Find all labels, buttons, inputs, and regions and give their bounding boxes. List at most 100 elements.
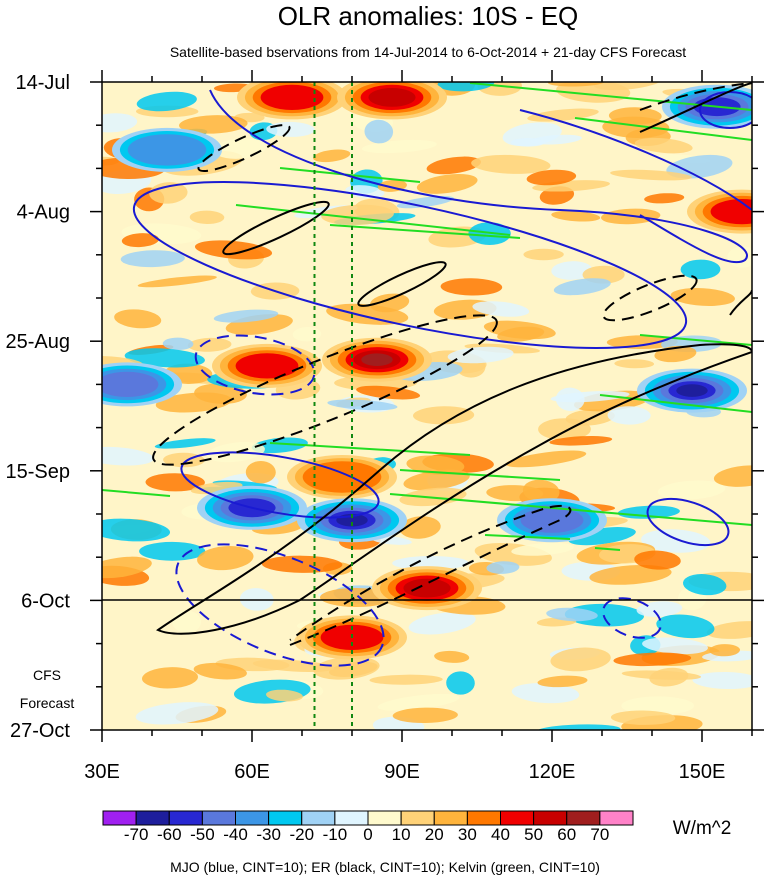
olr-anomaly-patch [522, 479, 560, 503]
olr-anomaly-patch [121, 233, 159, 248]
colorbar-swatch [533, 810, 568, 826]
colorbar-label: 60 [557, 825, 576, 844]
mjo-contours [132, 89, 752, 667]
olr-anomaly-patch [364, 119, 394, 144]
olr-anomaly-patch [392, 707, 458, 724]
y-tick-label: 25-Aug [6, 331, 71, 353]
olr-anomaly-patch [614, 359, 655, 369]
cold-anomaly-6 [102, 371, 159, 397]
olr-anomaly-patch [634, 137, 693, 154]
mjo-positive-contour [519, 109, 752, 211]
kelvin-contour [639, 334, 752, 346]
warm-anomaly-4 [361, 353, 393, 367]
olr-anomaly-patch [644, 193, 685, 204]
olr-anomaly-patch [526, 169, 577, 186]
y-tick-label: 4-Aug [17, 202, 70, 224]
olr-anomaly-patch [606, 335, 678, 350]
olr-anomaly-patch [313, 149, 351, 163]
olr-anomaly-patch [613, 652, 692, 667]
colorbar-swatch [201, 810, 237, 826]
olr-anomaly-patch [437, 82, 495, 92]
olr-anomaly-patch [396, 195, 454, 209]
olr-anomaly-patch [713, 465, 752, 487]
olr-anomaly-patch [511, 542, 574, 556]
olr-anomaly-patch [641, 529, 711, 553]
kelvin-contour [594, 547, 621, 551]
olr-anomaly-patch [377, 693, 460, 711]
x-tick-label: 60E [234, 761, 270, 783]
warm-anomaly-2 [368, 88, 416, 107]
olr-anomaly-patch [102, 518, 171, 542]
olr-anomaly-patch [114, 309, 162, 329]
olr-anomaly-patch [416, 173, 478, 194]
olr-anomaly-patch [657, 480, 726, 500]
olr-anomaly-patch [406, 455, 465, 475]
olr-anomaly-patch [551, 261, 593, 280]
er-negative-contour [222, 200, 330, 256]
mjo-positive-contour [602, 597, 662, 639]
kelvin-contour [235, 204, 511, 236]
x-tick-label: 90E [384, 761, 420, 783]
colorbar: -70 -60 -50 -40 -30 -20 -10 0 10 20 30 40 50 60 70 [102, 810, 634, 844]
olr-anomaly-patch [408, 612, 476, 635]
olr-anomaly-patch [120, 250, 185, 268]
olr-anomaly-patch [680, 259, 721, 280]
olr-anomaly-patch [149, 182, 188, 204]
colorbar-label: -30 [256, 825, 281, 844]
kelvin-contour [469, 82, 752, 111]
olr-anomaly-patch [546, 607, 598, 622]
olr-anomaly-patch [447, 346, 514, 364]
olr-anomaly-patch [709, 644, 740, 657]
x-tick-label: 120E [529, 761, 576, 783]
er-positive-contour [289, 504, 572, 646]
warm-anomaly-1 [260, 84, 324, 110]
olr-anomaly-patch [692, 671, 752, 690]
y-axis: 14-Jul 4-Aug 25-Aug 15-Sep 6-Oct 27-Oct [6, 72, 764, 742]
olr-anomaly-patch [706, 621, 752, 639]
olr-anomaly-patch [399, 516, 441, 539]
y-tick-label: 14-Jul [16, 72, 70, 94]
olr-anomaly-patch [670, 288, 735, 306]
olr-anomaly-patch [139, 541, 206, 561]
forecast-label-line1: CFS [33, 667, 61, 683]
y-tick-label: 15-Sep [6, 461, 71, 483]
cold-anomaly-5 [127, 134, 207, 166]
colorbar-swatch [500, 810, 535, 826]
olr-anomaly-patch [602, 116, 670, 139]
mjo-negative-contour [180, 451, 380, 519]
er-negative-contour [639, 82, 752, 133]
olr-anomaly-patch [634, 550, 681, 570]
olr-anomaly-patch [550, 390, 630, 403]
olr-anomaly-patch [369, 674, 443, 685]
warm-anomaly-3 [235, 353, 299, 379]
colorbar-label: -50 [190, 825, 215, 844]
kelvin-contour [574, 117, 752, 141]
kelvin-contour [329, 224, 521, 239]
olr-anomaly-patch [549, 436, 613, 446]
olr-anomaly-patch [511, 683, 580, 704]
y-tick-label: 27-Oct [10, 720, 70, 742]
colorbar-swatch [334, 810, 369, 826]
olr-anomaly-patch [135, 702, 219, 725]
olr-anomaly-patch [155, 392, 232, 413]
er-positive-contour [639, 82, 752, 111]
olr-anomaly-patch [142, 667, 198, 689]
kelvin-contour [279, 167, 421, 183]
colorbar-label: -60 [157, 825, 182, 844]
y-tick-label: 6-Oct [21, 590, 70, 612]
colorbar-swatch [168, 810, 203, 826]
kelvin-contour [269, 442, 471, 456]
olr-anomaly-patch [136, 91, 197, 112]
olr-anomaly-patch [682, 574, 727, 596]
kelvin-contour [102, 489, 171, 497]
olr-anomaly-patch [187, 337, 232, 352]
olr-anomaly-patch [413, 406, 475, 425]
kelvin-contour [599, 394, 752, 413]
olr-anomaly-patch [356, 385, 421, 400]
mjo-positive-contour [175, 543, 385, 667]
colorbar-unit: W/m^2 [673, 818, 732, 839]
olr-anomaly-patch [145, 473, 205, 492]
olr-anomaly-patch [440, 278, 503, 296]
olr-anomaly-patch [666, 154, 733, 179]
